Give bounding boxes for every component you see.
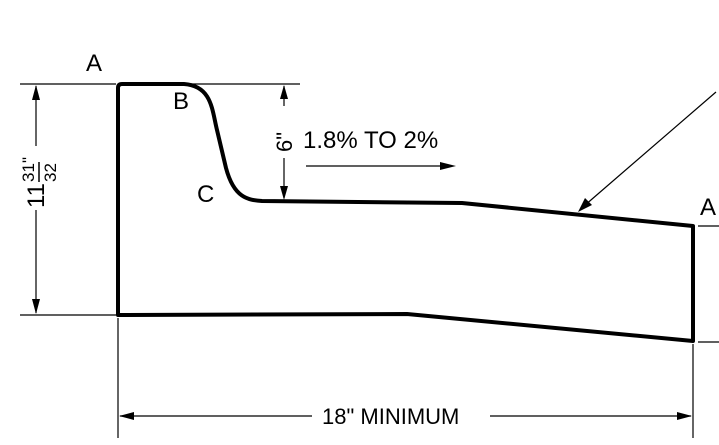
height-arrow-bottom	[32, 299, 40, 314]
height-arrow-top	[32, 85, 40, 100]
depth-dimension-text: 6"	[272, 132, 297, 152]
point-label-a: A	[86, 50, 102, 77]
point-label-b: B	[173, 88, 189, 115]
width-dimension-text: 18" MINIMUM	[322, 404, 459, 429]
point-label-a-right: A	[700, 194, 716, 221]
width-arrow-right	[677, 412, 692, 420]
curb-profile-outline	[116, 82, 695, 343]
width-dimension	[117, 318, 694, 438]
depth-arrow-bottom	[280, 186, 288, 200]
slope-annotation: 1.8% TO 2%	[303, 127, 438, 154]
leader-arrow-head	[578, 198, 592, 212]
point-label-c: C	[197, 181, 214, 208]
depth-arrow-top	[280, 85, 288, 99]
leader-line	[583, 91, 717, 207]
height-inch-mark: "	[19, 157, 38, 163]
height-dimension-text: 11 31 " 32	[19, 157, 60, 208]
height-numerator: 31	[19, 163, 38, 182]
slope-arrow-head	[440, 162, 456, 170]
width-arrow-left	[119, 412, 134, 420]
height-whole: 11	[23, 183, 50, 208]
height-denominator: 32	[41, 163, 60, 182]
